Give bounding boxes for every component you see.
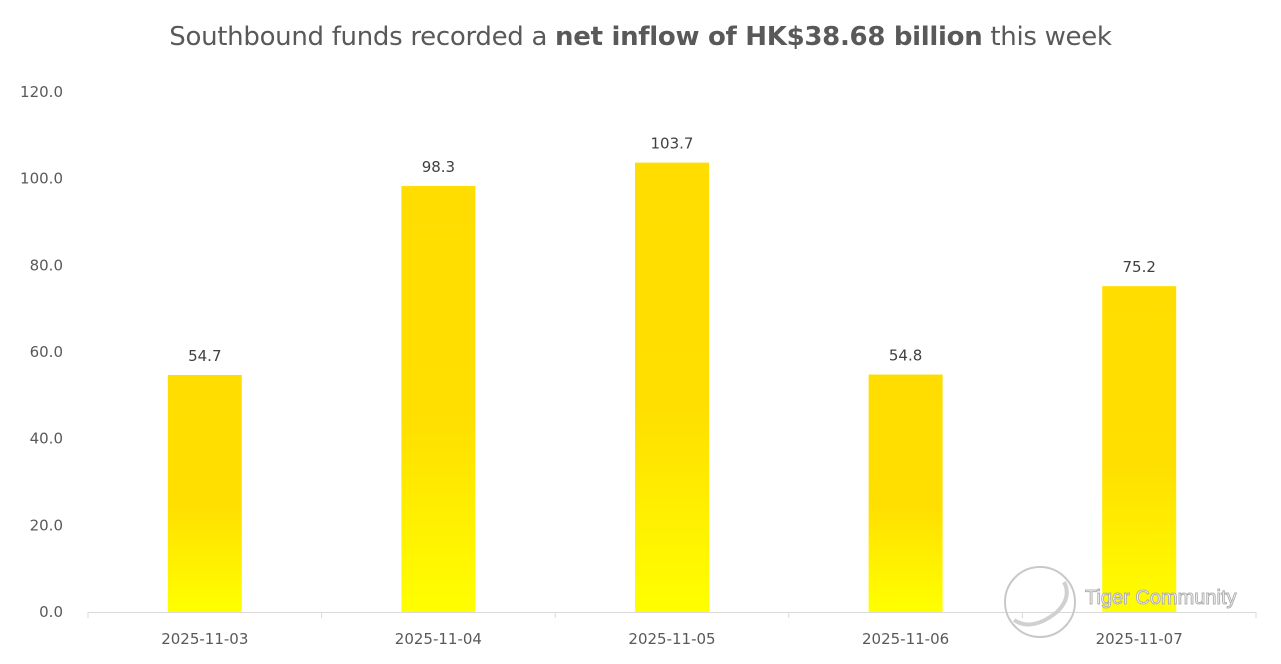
bar <box>1102 286 1177 612</box>
watermark: Tiger Community <box>1085 587 1238 610</box>
y-tick-label: 20.0 <box>30 516 63 534</box>
data-label: 103.7 <box>651 135 694 153</box>
bar <box>401 186 476 613</box>
x-tick-label: 2025-11-06 <box>862 630 949 648</box>
x-tick-label: 2025-11-07 <box>1096 630 1183 648</box>
y-tick-label: 80.0 <box>30 256 63 274</box>
x-tick-label: 2025-11-04 <box>395 630 482 648</box>
data-label: 98.3 <box>422 158 455 176</box>
y-tick-label: 120.0 <box>20 83 63 101</box>
bar <box>167 374 242 612</box>
bar <box>868 374 943 612</box>
y-tick-label: 100.0 <box>20 170 63 188</box>
data-label: 54.8 <box>889 347 922 365</box>
chart-title: Southbound funds recorded a net inflow o… <box>0 22 1281 52</box>
data-label: 75.2 <box>1122 258 1155 276</box>
title-suffix: this week <box>982 22 1112 52</box>
title-highlight: net inflow of HK$38.68 billion <box>555 22 983 52</box>
tiger-logo-icon <box>1004 566 1076 638</box>
title-prefix: Southbound funds recorded a <box>169 22 556 52</box>
bar <box>635 162 709 612</box>
y-tick-label: 0.0 <box>39 603 63 621</box>
x-tick-label: 2025-11-03 <box>161 630 248 648</box>
x-tick-label: 2025-11-05 <box>628 630 715 648</box>
y-tick-label: 40.0 <box>30 430 63 448</box>
y-tick-label: 60.0 <box>30 343 63 361</box>
data-label: 54.7 <box>188 347 221 365</box>
